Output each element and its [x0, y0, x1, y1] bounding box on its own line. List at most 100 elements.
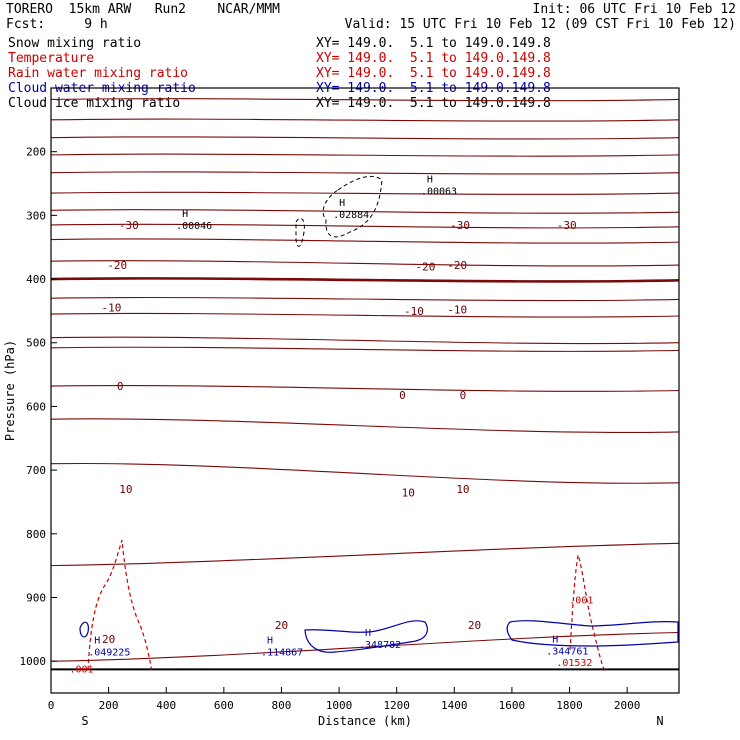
isotherm--30 — [50, 171, 680, 175]
x-tick-label-1600: 1600 — [499, 699, 526, 712]
legend-snow: Snow mixing ratio — [8, 36, 142, 51]
maximum-value-3: .049225 — [88, 648, 130, 659]
isotherm-label-14: 10 — [456, 483, 469, 496]
maximum-value-5: .348782 — [359, 640, 401, 651]
y-tick-label-800: 800 — [26, 528, 46, 541]
isotherm-label-9: 0 — [117, 380, 124, 393]
isotherm-label-7: -10 — [404, 305, 424, 318]
isotherm--45 — [50, 118, 680, 122]
maximum-value-1: .02884 — [333, 210, 369, 221]
isotherm-label-2: -30 — [557, 219, 577, 232]
isotherm-label-16: 20 — [468, 619, 481, 632]
x-tick-label-1400: 1400 — [441, 699, 468, 712]
y-tick-label-1000: 1000 — [20, 655, 47, 668]
x-axis-label: Distance (km) — [318, 714, 412, 728]
isotherm-label-12: 10 — [119, 483, 132, 496]
isotherm-label-8: -10 — [447, 304, 467, 317]
valid-time: Valid: 15 UTC Fri 10 Feb 12 (09 CST Fri … — [344, 17, 736, 32]
maximum-marker-5: H — [365, 628, 371, 639]
isotherm-5 — [50, 296, 680, 302]
rain-contour-north — [569, 552, 606, 673]
isotherm-label-1: -30 — [450, 219, 470, 232]
y-tick-label-600: 600 — [26, 400, 46, 413]
rain-contour-south — [87, 539, 153, 673]
isotherm-30 — [50, 418, 680, 433]
isotherm--10 — [50, 238, 680, 244]
cloud-water-contour-center — [304, 620, 428, 653]
isotherm-15 — [50, 336, 680, 345]
isotherm--15 — [50, 223, 680, 229]
legend-cloud-water: Cloud water mixing ratio — [8, 81, 196, 96]
legend-cloud-ice: Cloud ice mixing ratio — [8, 96, 181, 111]
maximum-value-0: .00046 — [176, 221, 212, 232]
isotherm-label-3: -20 — [107, 259, 127, 272]
isotherm-label-17: 20 — [102, 633, 115, 646]
legend-snow-xy: XY= 149.0. 5.1 to 149.0.149.8 — [316, 36, 551, 51]
maximum-marker-2: H — [427, 175, 433, 186]
maximum-value-4: .114867 — [261, 648, 303, 659]
maximum-marker-6: H — [552, 634, 558, 645]
x-tick-label-0: 0 — [48, 699, 55, 712]
model-title: TORERO 15km ARW Run2 NCAR/MMM — [6, 2, 280, 17]
x-tick-label-400: 400 — [156, 699, 176, 712]
maximum-value-6: .344761 — [546, 646, 588, 657]
maximum-value-9: .01532 — [556, 658, 592, 669]
y-tick-label-900: 900 — [26, 591, 46, 604]
legend-rain-xy: XY= 149.0. 5.1 to 149.0.149.8 — [316, 66, 551, 81]
isotherm-35 — [50, 462, 680, 484]
maximum-marker-1: H — [339, 198, 345, 209]
cloud-water-contour-north — [506, 620, 679, 647]
isotherm--40 — [50, 136, 680, 140]
x-tick-label-1000: 1000 — [326, 699, 353, 712]
isotherm-0 — [50, 277, 680, 283]
isotherm--50 — [50, 98, 680, 102]
cloud-ice-contour — [322, 175, 383, 238]
x-tick-label-600: 600 — [214, 699, 234, 712]
isotherm-40 — [50, 542, 680, 567]
plot-frame — [50, 87, 680, 694]
isotherm--20 — [50, 209, 680, 214]
isotherm-label-10: 0 — [399, 389, 406, 402]
maximum-value-2: .00063 — [421, 187, 457, 198]
isotherm--35 — [50, 153, 680, 157]
x-tick-label-800: 800 — [272, 699, 292, 712]
y-tick-label-400: 400 — [26, 273, 46, 286]
y-tick-label-500: 500 — [26, 337, 46, 350]
maximum-marker-4: H — [267, 636, 273, 647]
isotherm-label-13: 10 — [402, 486, 415, 499]
legend-temperature: Temperature — [8, 51, 95, 66]
isotherm--5 — [50, 260, 680, 267]
x-tick-label-1800: 1800 — [556, 699, 583, 712]
cloud-water-contour-south — [79, 621, 89, 638]
isotherm-label-4: -20 — [416, 260, 436, 273]
maximum-marker-0: H — [182, 209, 188, 220]
maximum-value-7: .001 — [69, 664, 93, 675]
isotherm-label-15: 20 — [275, 619, 288, 632]
y-tick-label-200: 200 — [26, 146, 46, 159]
init-time: Init: 06 UTC Fri 10 Feb 12 — [532, 2, 737, 17]
isotherm-25 — [50, 384, 680, 392]
isotherm-label-6: -10 — [102, 302, 122, 315]
x-tick-label-2000: 2000 — [614, 699, 641, 712]
cloud-ice-contour-small — [295, 217, 305, 247]
isotherm-label-5: -20 — [447, 259, 467, 272]
y-tick-label-300: 300 — [26, 209, 46, 222]
south-endpoint-label: S — [81, 714, 88, 728]
forecast-hour: Fcst: 9 h — [6, 17, 108, 32]
isotherm-20 — [50, 346, 680, 352]
legend-rain: Rain water mixing ratio — [8, 66, 189, 81]
maximum-value-8: .001 — [569, 595, 593, 606]
y-tick-label-700: 700 — [26, 464, 46, 477]
y-axis-label: Pressure (hPa) — [3, 340, 17, 441]
x-tick-label-1200: 1200 — [383, 699, 410, 712]
x-tick-label-200: 200 — [99, 699, 119, 712]
isotherm-label-11: 0 — [460, 389, 467, 402]
legend-temperature-xy: XY= 149.0. 5.1 to 149.0.149.8 — [316, 51, 551, 66]
isotherm-10 — [50, 312, 680, 318]
isotherm-label-0: -30 — [119, 219, 139, 232]
maximum-marker-3: H — [94, 636, 100, 647]
north-endpoint-label: N — [656, 714, 663, 728]
isotherm--25 — [50, 191, 680, 195]
